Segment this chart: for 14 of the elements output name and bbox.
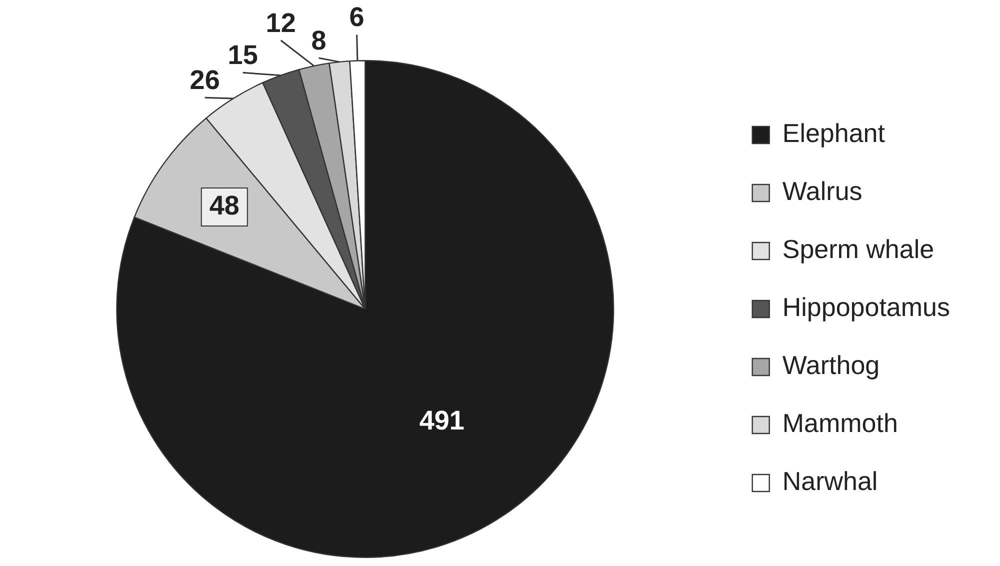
data-label: 26	[190, 65, 220, 96]
data-label: 15	[228, 40, 258, 70]
legend-label: Hippopotamus	[782, 292, 950, 322]
legend-label: Mammoth	[782, 408, 898, 438]
data-label: 491	[419, 406, 464, 436]
legend-label: Walrus	[782, 176, 862, 206]
legend-label: Sperm whale	[782, 234, 934, 264]
data-label: 6	[349, 2, 364, 32]
legend-label: Warthog	[782, 350, 880, 380]
legend-label: Narwhal	[782, 466, 878, 496]
data-label: 8	[311, 25, 326, 56]
legend-label: Elephant	[782, 118, 886, 148]
data-label: 12	[266, 8, 296, 38]
data-label: 48	[209, 190, 240, 220]
